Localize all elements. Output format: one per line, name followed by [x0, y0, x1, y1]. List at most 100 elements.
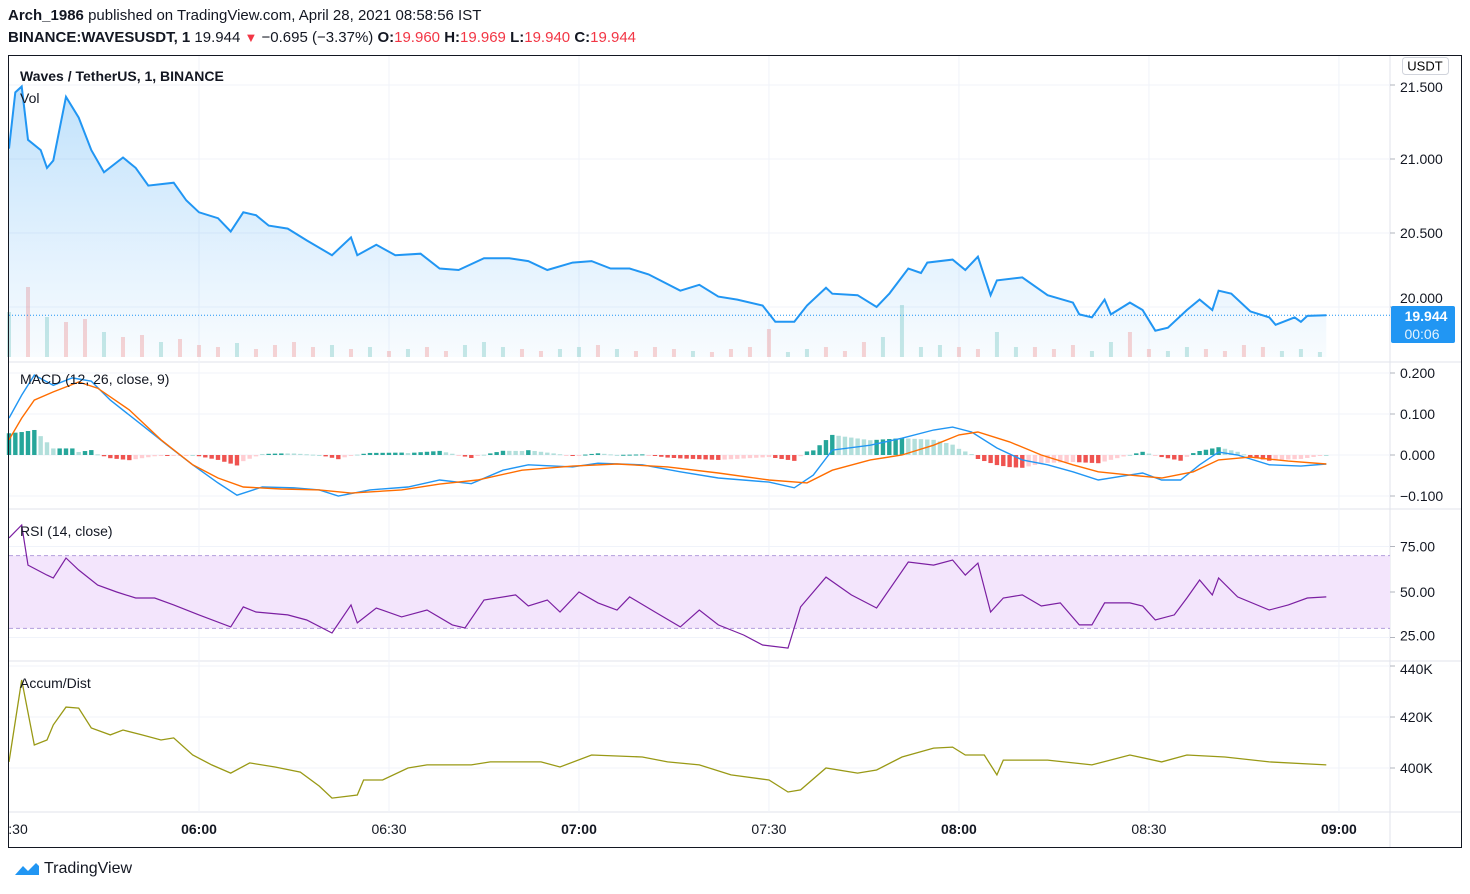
macd-axis-label: 0.100 [1400, 406, 1435, 422]
macd-histogram-bar [165, 455, 170, 456]
macd-histogram-bar [792, 455, 797, 461]
macd-histogram-bar [374, 452, 379, 455]
macd-histogram-bar [557, 454, 563, 456]
macd-histogram-bar [1127, 454, 1133, 456]
macd-histogram-bar [678, 455, 683, 459]
rsi-axis-label: 75.00 [1400, 539, 1435, 555]
ad-title: Accum/Dist [20, 675, 91, 691]
macd-histogram-bar [1058, 455, 1063, 463]
macd-histogram-bar [89, 450, 94, 455]
macd-histogram-bar [576, 455, 582, 456]
macd-histogram-bar [551, 453, 556, 455]
macd-histogram-bar [849, 437, 854, 455]
macd-histogram-bar [114, 455, 119, 459]
currency-badge[interactable]: USDT [1402, 57, 1449, 75]
macd-histogram-bar [19, 432, 24, 455]
author-name[interactable]: Arch_1986 [8, 7, 84, 24]
macd-histogram-bar [120, 455, 126, 460]
macd-histogram-bar [1267, 455, 1272, 461]
macd-histogram-bar [209, 455, 214, 459]
macd-histogram-bar [1108, 455, 1114, 460]
macd-histogram-bar [1203, 449, 1209, 455]
macd-histogram-bar [386, 452, 392, 455]
macd-histogram-bar [944, 443, 949, 455]
macd-histogram-bar [640, 454, 645, 456]
time-axis-label: 07:00 [561, 821, 597, 837]
macd-histogram-bar [760, 455, 765, 458]
macd-histogram-bar [842, 436, 848, 455]
macd-histogram-bar [500, 450, 506, 455]
macd-histogram-bar [298, 453, 303, 455]
macd-histogram-bar [1013, 455, 1019, 468]
macd-histogram-bar [836, 435, 841, 455]
macd-histogram-bar [697, 455, 702, 460]
signal-line [8, 381, 1327, 494]
macd-histogram-bar [291, 453, 297, 455]
macd-histogram-bar [418, 452, 423, 455]
price-area-fill [9, 86, 1327, 357]
macd-histogram-bar [82, 451, 88, 455]
macd-histogram-bar [614, 454, 620, 456]
macd-histogram-bar [1064, 455, 1069, 463]
macd-histogram-bar [1248, 455, 1253, 457]
macd-histogram-bar [234, 455, 240, 466]
macd-histogram-bar [646, 455, 651, 456]
macd-histogram-bar [766, 455, 772, 458]
macd-histogram-bar [399, 452, 404, 455]
macd-histogram-bar [247, 455, 252, 459]
time-axis-label: :30 [8, 821, 28, 837]
down-arrow-icon: ▼ [244, 30, 258, 45]
macd-histogram-bar [1273, 455, 1278, 461]
publish-line: Arch_1986 published on TradingView.com, … [8, 7, 481, 24]
macd-histogram-bar [481, 454, 487, 456]
macd-histogram-bar [595, 453, 601, 455]
macd-histogram-bar [1324, 455, 1329, 456]
macd-histogram-bar [887, 439, 892, 455]
macd-histogram-bar [665, 455, 670, 458]
macd-histogram-bar [266, 453, 271, 455]
countdown-label: 00:06 [1404, 326, 1439, 342]
macd-histogram-bar [146, 455, 151, 458]
tradingview-logo[interactable]: TradingView [14, 860, 132, 878]
macd-histogram-bar [32, 429, 37, 455]
macd-histogram-bar [412, 452, 417, 455]
macd-histogram-bar [538, 451, 544, 455]
macd-histogram-bar [253, 455, 259, 457]
macd-histogram-bar [222, 455, 227, 462]
price-change: −0.695 (−3.37%) [261, 29, 374, 46]
currency-label: USDT [1407, 59, 1442, 74]
macd-histogram-bar [108, 455, 113, 459]
macd-histogram-bar [861, 439, 867, 455]
macd-line [8, 374, 1327, 497]
macd-histogram-bar [570, 455, 575, 456]
macd-histogram-bar [684, 455, 689, 459]
macd-histogram-bar [1045, 455, 1050, 463]
macd-histogram-bar [95, 454, 100, 456]
ad-axis-label: 420K [1400, 709, 1433, 725]
macd-histogram-bar [1216, 447, 1221, 455]
macd-histogram-bar [899, 438, 905, 455]
macd-histogram-bar [627, 454, 632, 456]
macd-histogram-bar [171, 455, 176, 456]
macd-histogram-bar [380, 452, 385, 455]
macd-histogram-bar [184, 455, 189, 456]
macd-histogram-bar [1317, 455, 1323, 456]
price-pane-title: Waves / TetherUS, 1, BINANCE [20, 68, 224, 84]
macd-histogram-bar [1292, 455, 1297, 460]
macd-histogram-bar [969, 454, 974, 456]
macd-histogram-bar [773, 455, 778, 459]
macd-histogram-bar [1121, 455, 1126, 457]
macd-histogram-bar [1165, 455, 1171, 459]
macd-histogram-bar [1178, 455, 1183, 461]
macd-histogram-bar [323, 455, 328, 457]
macd-histogram-bar [602, 453, 607, 455]
macd-histogram-bar [228, 455, 233, 464]
macd-histogram-bar [1286, 455, 1291, 460]
macd-histogram-bar [703, 455, 708, 460]
ad-axis-label: 400K [1400, 760, 1433, 776]
macd-histogram-bar [57, 448, 62, 455]
high-label: H: [444, 29, 461, 46]
macd-histogram-bar [336, 455, 341, 460]
macd-histogram-bar [798, 455, 803, 457]
